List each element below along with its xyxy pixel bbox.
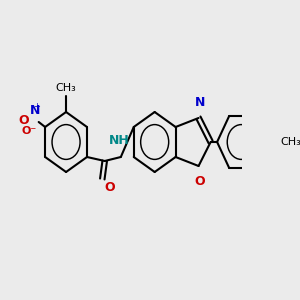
- Text: CH₃: CH₃: [281, 137, 300, 147]
- Text: O: O: [19, 115, 29, 128]
- Text: CH₃: CH₃: [56, 83, 76, 93]
- Text: +: +: [33, 102, 40, 111]
- Text: N: N: [195, 96, 206, 109]
- Text: O: O: [195, 175, 206, 188]
- Text: O⁻: O⁻: [21, 126, 37, 136]
- Text: N: N: [29, 104, 40, 117]
- Text: NH: NH: [109, 134, 130, 147]
- Text: O: O: [105, 181, 115, 194]
